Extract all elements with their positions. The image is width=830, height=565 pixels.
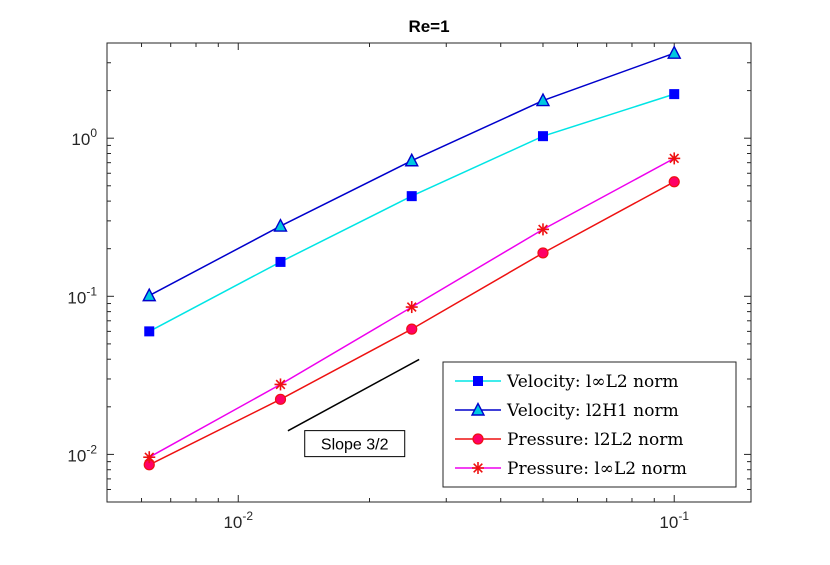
legend-marker (472, 462, 484, 474)
legend: Velocity: l∞L2 norm Velocity: l2H1 norm Pr… (442, 361, 737, 488)
data-point-vel-h1 (667, 45, 682, 59)
data-point-pres-linf (274, 378, 287, 391)
data-point-vel-h1 (535, 92, 551, 107)
legend-item-pres-l2: Pressure: l2L2 norm (455, 430, 684, 450)
legend-marker (473, 376, 483, 386)
y-tick-label: 10-1 (67, 284, 97, 307)
data-point-pres-linf (405, 301, 418, 314)
data-point-pres-l2 (406, 323, 418, 335)
annotation-layer: Slope 3/2 (287, 358, 420, 458)
series-pres-l2 (143, 176, 680, 471)
legend-marker (472, 433, 484, 445)
data-point-vel-linf (144, 326, 155, 337)
data-point-pres-linf (143, 451, 156, 464)
data-point-pres-l2 (668, 176, 680, 188)
data-point-vel-linf (406, 191, 417, 202)
data-point-vel-h1 (273, 218, 288, 232)
series-pres-linf (143, 152, 681, 464)
data-point-vel-linf (669, 89, 680, 100)
legend-label: Velocity: l∞L2 norm (506, 372, 679, 392)
data-point-vel-h1 (142, 287, 157, 302)
legend-label: Pressure: l2L2 norm (507, 430, 684, 450)
slope-label-box (304, 430, 406, 458)
legend-label: Velocity: l2H1 norm (506, 401, 679, 421)
data-point-vel-linf (275, 256, 286, 267)
series-vel-linf (144, 89, 680, 337)
series-layer (142, 45, 682, 471)
data-point-pres-linf (536, 223, 549, 236)
ticks-layer: 10-2 10-1 10-2 10-1 100 (67, 42, 751, 532)
data-point-pres-linf (668, 152, 681, 165)
data-point-pres-l2 (537, 247, 549, 259)
data-point-vel-h1 (404, 152, 419, 167)
legend-box (442, 361, 737, 488)
axes-box (106, 42, 752, 503)
x-tick-label: 10-1 (659, 509, 689, 532)
legend-item-vel-h1: Velocity: l2H1 norm (455, 401, 679, 421)
legend-marker (470, 401, 486, 416)
slope-line (287, 358, 420, 432)
legend-item-pres-linf: Pressure: l∞L2 norm (455, 459, 687, 479)
slope-label: Slope 3/2 (321, 437, 389, 454)
x-tick-label: 10-2 (223, 509, 253, 532)
data-point-pres-l2 (274, 393, 287, 405)
y-tick-label: 10-2 (67, 442, 97, 465)
y-tick-label: 100 (71, 126, 97, 149)
chart-title: Re=1 (408, 17, 449, 36)
legend-item-vel-linf: Velocity: l∞L2 norm (455, 372, 679, 392)
data-point-vel-linf (537, 131, 548, 142)
series-vel-h1 (142, 45, 682, 302)
legend-label: Pressure: l∞L2 norm (507, 459, 687, 479)
